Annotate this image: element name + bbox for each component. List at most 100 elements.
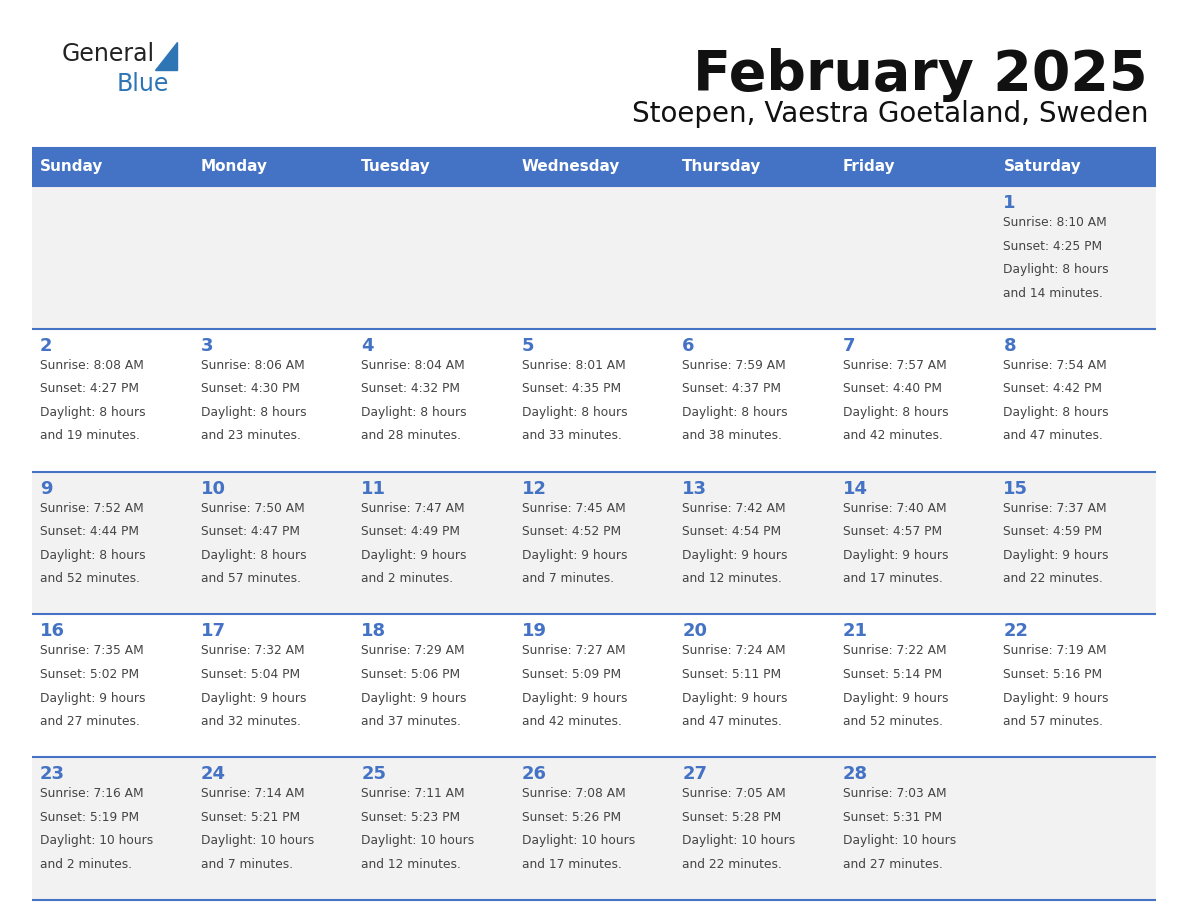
Text: and 12 minutes.: and 12 minutes. (361, 858, 461, 871)
Text: 7: 7 (842, 337, 855, 354)
Bar (32, 757, 1156, 900)
Text: and 2 minutes.: and 2 minutes. (40, 858, 132, 871)
Text: and 38 minutes.: and 38 minutes. (682, 430, 782, 442)
Text: Sunset: 5:23 PM: Sunset: 5:23 PM (361, 811, 460, 823)
Text: Sunset: 4:44 PM: Sunset: 4:44 PM (40, 525, 139, 538)
Text: Thursday: Thursday (682, 160, 762, 174)
Text: Sunday: Sunday (40, 160, 103, 174)
Text: 15: 15 (1004, 479, 1029, 498)
Text: 1: 1 (1004, 194, 1016, 212)
Bar (32, 186, 1156, 329)
Text: 21: 21 (842, 622, 868, 641)
Text: 12: 12 (522, 479, 546, 498)
Text: 13: 13 (682, 479, 707, 498)
Text: Sunrise: 7:29 AM: Sunrise: 7:29 AM (361, 644, 465, 657)
Text: 26: 26 (522, 766, 546, 783)
Text: Sunset: 5:16 PM: Sunset: 5:16 PM (1004, 668, 1102, 681)
Text: Sunset: 4:30 PM: Sunset: 4:30 PM (201, 383, 299, 396)
Text: Sunset: 4:32 PM: Sunset: 4:32 PM (361, 383, 460, 396)
Text: Daylight: 8 hours: Daylight: 8 hours (40, 549, 146, 562)
Text: Daylight: 10 hours: Daylight: 10 hours (40, 834, 153, 847)
Text: and 57 minutes.: and 57 minutes. (1004, 715, 1104, 728)
Text: Sunrise: 7:59 AM: Sunrise: 7:59 AM (682, 359, 786, 372)
Text: Blue: Blue (116, 72, 170, 96)
Text: Sunrise: 7:50 AM: Sunrise: 7:50 AM (201, 501, 304, 515)
Text: General: General (62, 42, 156, 66)
Text: Sunset: 5:31 PM: Sunset: 5:31 PM (842, 811, 942, 823)
Text: Sunrise: 7:24 AM: Sunrise: 7:24 AM (682, 644, 786, 657)
Text: Sunrise: 8:08 AM: Sunrise: 8:08 AM (40, 359, 144, 372)
Bar (32, 614, 1156, 757)
Text: and 47 minutes.: and 47 minutes. (682, 715, 782, 728)
Text: Daylight: 9 hours: Daylight: 9 hours (682, 549, 788, 562)
Text: Sunset: 5:02 PM: Sunset: 5:02 PM (40, 668, 139, 681)
Text: Daylight: 10 hours: Daylight: 10 hours (842, 834, 956, 847)
Text: Sunrise: 7:57 AM: Sunrise: 7:57 AM (842, 359, 947, 372)
Text: and 42 minutes.: and 42 minutes. (522, 715, 621, 728)
Text: and 7 minutes.: and 7 minutes. (201, 858, 292, 871)
Text: and 37 minutes.: and 37 minutes. (361, 715, 461, 728)
Text: Daylight: 8 hours: Daylight: 8 hours (40, 406, 146, 419)
Text: and 47 minutes.: and 47 minutes. (1004, 430, 1104, 442)
Text: Daylight: 8 hours: Daylight: 8 hours (522, 406, 627, 419)
Text: and 32 minutes.: and 32 minutes. (201, 715, 301, 728)
Text: Sunrise: 8:01 AM: Sunrise: 8:01 AM (522, 359, 625, 372)
Text: Tuesday: Tuesday (361, 160, 431, 174)
Text: Daylight: 9 hours: Daylight: 9 hours (1004, 691, 1108, 704)
Text: Sunset: 4:37 PM: Sunset: 4:37 PM (682, 383, 782, 396)
Text: Sunrise: 7:37 AM: Sunrise: 7:37 AM (1004, 501, 1107, 515)
Text: Sunrise: 7:22 AM: Sunrise: 7:22 AM (842, 644, 947, 657)
Text: Sunset: 5:09 PM: Sunset: 5:09 PM (522, 668, 621, 681)
Text: and 19 minutes.: and 19 minutes. (40, 430, 140, 442)
Text: Daylight: 9 hours: Daylight: 9 hours (842, 691, 948, 704)
Text: and 2 minutes.: and 2 minutes. (361, 572, 454, 586)
Text: 6: 6 (682, 337, 695, 354)
Text: and 28 minutes.: and 28 minutes. (361, 430, 461, 442)
Text: Sunset: 4:42 PM: Sunset: 4:42 PM (1004, 383, 1102, 396)
Text: Sunrise: 7:52 AM: Sunrise: 7:52 AM (40, 501, 144, 515)
Text: 24: 24 (201, 766, 226, 783)
Text: 2: 2 (40, 337, 52, 354)
Text: Sunset: 4:52 PM: Sunset: 4:52 PM (522, 525, 621, 538)
Text: 18: 18 (361, 622, 386, 641)
Text: Sunrise: 7:19 AM: Sunrise: 7:19 AM (1004, 644, 1107, 657)
Text: Daylight: 8 hours: Daylight: 8 hours (682, 406, 788, 419)
Text: Sunset: 5:21 PM: Sunset: 5:21 PM (201, 811, 299, 823)
Text: Daylight: 8 hours: Daylight: 8 hours (201, 549, 307, 562)
Text: Sunrise: 7:11 AM: Sunrise: 7:11 AM (361, 788, 465, 800)
Text: Sunset: 5:04 PM: Sunset: 5:04 PM (201, 668, 299, 681)
Text: and 12 minutes.: and 12 minutes. (682, 572, 782, 586)
Text: Wednesday: Wednesday (522, 160, 620, 174)
Text: Sunset: 5:19 PM: Sunset: 5:19 PM (40, 811, 139, 823)
Text: 8: 8 (1004, 337, 1016, 354)
Text: Daylight: 9 hours: Daylight: 9 hours (361, 691, 467, 704)
Text: Sunset: 5:28 PM: Sunset: 5:28 PM (682, 811, 782, 823)
Text: 4: 4 (361, 337, 374, 354)
Text: Sunrise: 7:27 AM: Sunrise: 7:27 AM (522, 644, 625, 657)
Text: Daylight: 8 hours: Daylight: 8 hours (1004, 406, 1110, 419)
Text: and 52 minutes.: and 52 minutes. (842, 715, 943, 728)
Text: Sunset: 5:06 PM: Sunset: 5:06 PM (361, 668, 460, 681)
Text: 20: 20 (682, 622, 707, 641)
Text: Sunset: 4:40 PM: Sunset: 4:40 PM (842, 383, 942, 396)
Text: and 7 minutes.: and 7 minutes. (522, 572, 614, 586)
Text: Sunrise: 7:05 AM: Sunrise: 7:05 AM (682, 788, 786, 800)
Text: Monday: Monday (201, 160, 267, 174)
Text: Stoepen, Vaestra Goetaland, Sweden: Stoepen, Vaestra Goetaland, Sweden (632, 100, 1148, 128)
Text: and 14 minutes.: and 14 minutes. (1004, 286, 1104, 299)
Text: Daylight: 8 hours: Daylight: 8 hours (1004, 263, 1110, 276)
Text: and 22 minutes.: and 22 minutes. (682, 858, 782, 871)
Text: and 42 minutes.: and 42 minutes. (842, 430, 943, 442)
Text: 10: 10 (201, 479, 226, 498)
Text: 27: 27 (682, 766, 707, 783)
Text: Daylight: 10 hours: Daylight: 10 hours (522, 834, 634, 847)
Text: and 52 minutes.: and 52 minutes. (40, 572, 140, 586)
Text: and 27 minutes.: and 27 minutes. (40, 715, 140, 728)
Text: Sunset: 4:57 PM: Sunset: 4:57 PM (842, 525, 942, 538)
Text: Daylight: 10 hours: Daylight: 10 hours (682, 834, 796, 847)
Text: Daylight: 9 hours: Daylight: 9 hours (40, 691, 145, 704)
Text: Daylight: 9 hours: Daylight: 9 hours (201, 691, 307, 704)
Text: Sunrise: 7:08 AM: Sunrise: 7:08 AM (522, 788, 625, 800)
Text: 14: 14 (842, 479, 868, 498)
Text: Saturday: Saturday (1004, 160, 1081, 174)
